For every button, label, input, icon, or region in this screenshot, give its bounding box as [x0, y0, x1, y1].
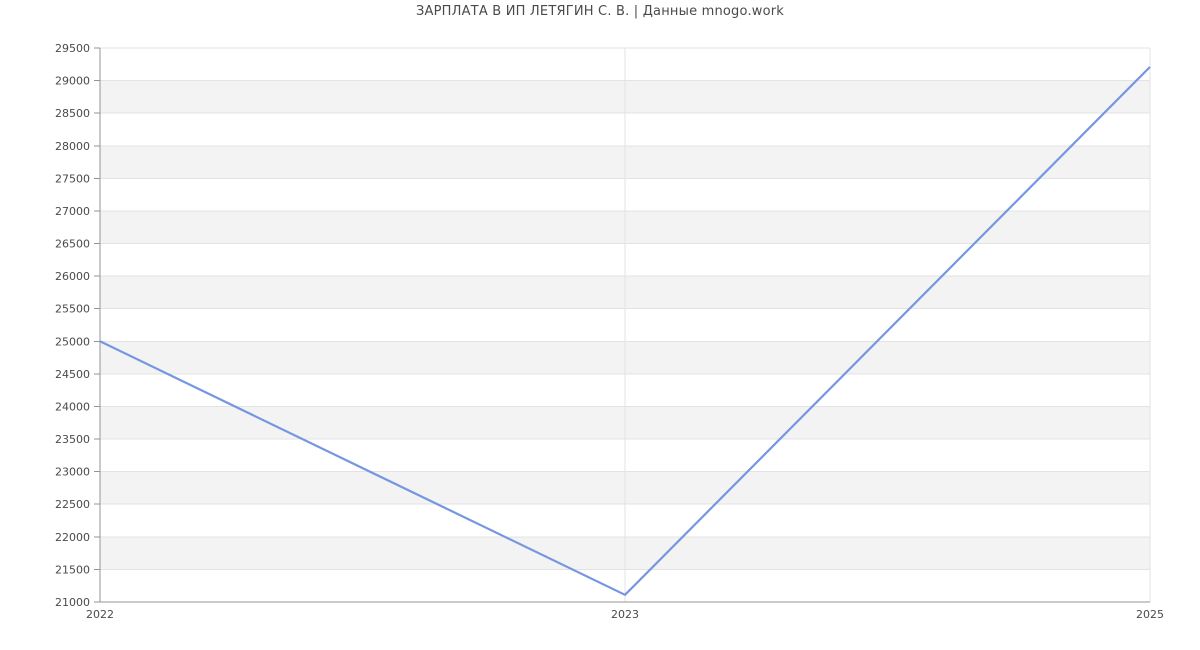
y-tick-label: 24500 — [55, 368, 90, 381]
v-gridlines — [624, 48, 1151, 602]
y-tick-label: 29000 — [55, 75, 90, 88]
y-tick-label: 28000 — [55, 140, 90, 153]
y-tick-label: 22500 — [55, 498, 90, 511]
x-tick-labels: 2022 2023 2025 — [86, 608, 1164, 621]
chart-title: ЗАРПЛАТА В ИП ЛЕТЯГИН С. В. | Данные mno… — [415, 4, 785, 19]
y-tick-marks — [94, 47, 100, 603]
y-tick-label: 26000 — [55, 270, 90, 283]
y-tick-label: 26500 — [55, 238, 90, 251]
y-tick-label: 29500 — [55, 42, 90, 55]
y-tick-label: 27500 — [55, 172, 90, 185]
y-tick-label: 28500 — [55, 107, 90, 120]
y-tick-labels: 21000 21500 22000 22500 23000 23500 24000 24500… — [55, 42, 90, 609]
y-tick-label: 25500 — [55, 303, 90, 316]
salary-series-line — [99, 66, 1151, 597]
x-tick-label: 2022 — [86, 608, 114, 621]
y-tick-label: 21000 — [55, 596, 90, 609]
x-tick-label: 2025 — [1136, 608, 1164, 621]
series-line — [99, 66, 1151, 597]
axes — [99, 48, 1150, 603]
x-tick-label: 2023 — [611, 608, 639, 621]
y-tick-label: 24000 — [55, 400, 90, 413]
y-tick-label: 23500 — [55, 433, 90, 446]
y-tick-label: 27000 — [55, 205, 90, 218]
y-tick-label: 25000 — [55, 335, 90, 348]
y-tick-label: 22000 — [55, 531, 90, 544]
y-tick-label: 23000 — [55, 466, 90, 479]
y-tick-label: 21500 — [55, 563, 90, 576]
